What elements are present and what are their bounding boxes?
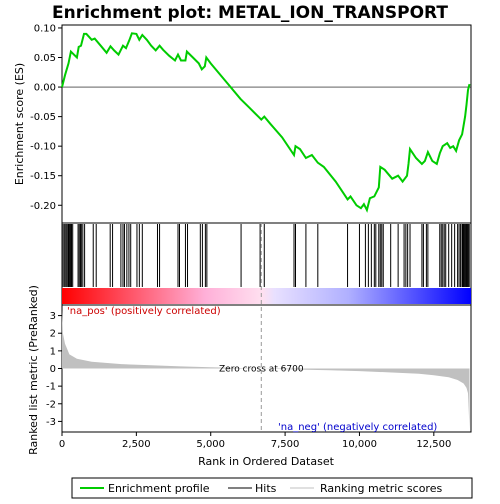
es-panel-axis: 0.10 0.05 0.00 -0.05 -0.10 -0.15 -0.20 xyxy=(30,23,471,212)
x-tick-label: 7,500 xyxy=(271,439,300,450)
metric-y-tick-label: 0 xyxy=(50,364,56,375)
x-tick-label: 2,500 xyxy=(122,439,151,450)
metric-y-tick-label: -3 xyxy=(46,417,56,428)
metric-y-label: Ranked list metric (PreRanked) xyxy=(27,285,40,455)
enrichment-profile-line xyxy=(61,32,471,213)
es-y-tick-label: -0.05 xyxy=(30,112,56,123)
es-y-tick-label: 0.05 xyxy=(34,53,56,64)
rank-color-bar xyxy=(62,288,471,304)
metric-panel-axis: 3 2 1 0 -1 -2 -3 xyxy=(46,311,62,428)
metric-y-tick-label: 1 xyxy=(50,346,56,357)
legend-hits-label: Hits xyxy=(255,482,277,495)
legend-metric-label: Ranking metric scores xyxy=(320,482,442,495)
chart-title: Enrichment plot: METAL_ION_TRANSPORT xyxy=(52,3,448,23)
es-y-tick-label: 0.00 xyxy=(34,83,56,94)
es-y-label: Enrichment score (ES) xyxy=(13,63,26,185)
x-tick-label: 10,000 xyxy=(342,439,377,450)
ranking-metric-area xyxy=(62,310,470,429)
negative-correlation-label: 'na_neg' (negatively correlated) xyxy=(278,422,437,433)
hit-marks xyxy=(62,224,470,287)
metric-y-tick-label: 2 xyxy=(50,329,56,340)
es-y-tick-label: -0.20 xyxy=(30,201,56,212)
x-tick-label: 5,000 xyxy=(196,439,225,450)
zero-cross-label: Zero cross at 6700 xyxy=(219,365,304,375)
positive-correlation-label: 'na_pos' (positively correlated) xyxy=(67,306,221,317)
metric-y-tick-label: -2 xyxy=(46,399,56,410)
x-tick-label: 12,500 xyxy=(416,439,451,450)
x-tick-label: 0 xyxy=(59,439,65,450)
es-y-tick-label: 0.10 xyxy=(34,23,56,34)
x-axis-label: Rank in Ordered Dataset xyxy=(198,455,335,468)
x-axis: 0 2,500 5,000 7,500 10,000 12,500 xyxy=(59,432,451,450)
es-panel-frame xyxy=(61,24,472,224)
es-y-tick-label: -0.15 xyxy=(30,171,56,182)
metric-y-tick-label: -1 xyxy=(46,382,56,393)
legend-enrichment-label: Enrichment profile xyxy=(108,482,210,495)
legend-box xyxy=(71,477,473,499)
metric-y-tick-label: 3 xyxy=(50,311,56,322)
es-y-tick-label: -0.10 xyxy=(30,142,56,153)
